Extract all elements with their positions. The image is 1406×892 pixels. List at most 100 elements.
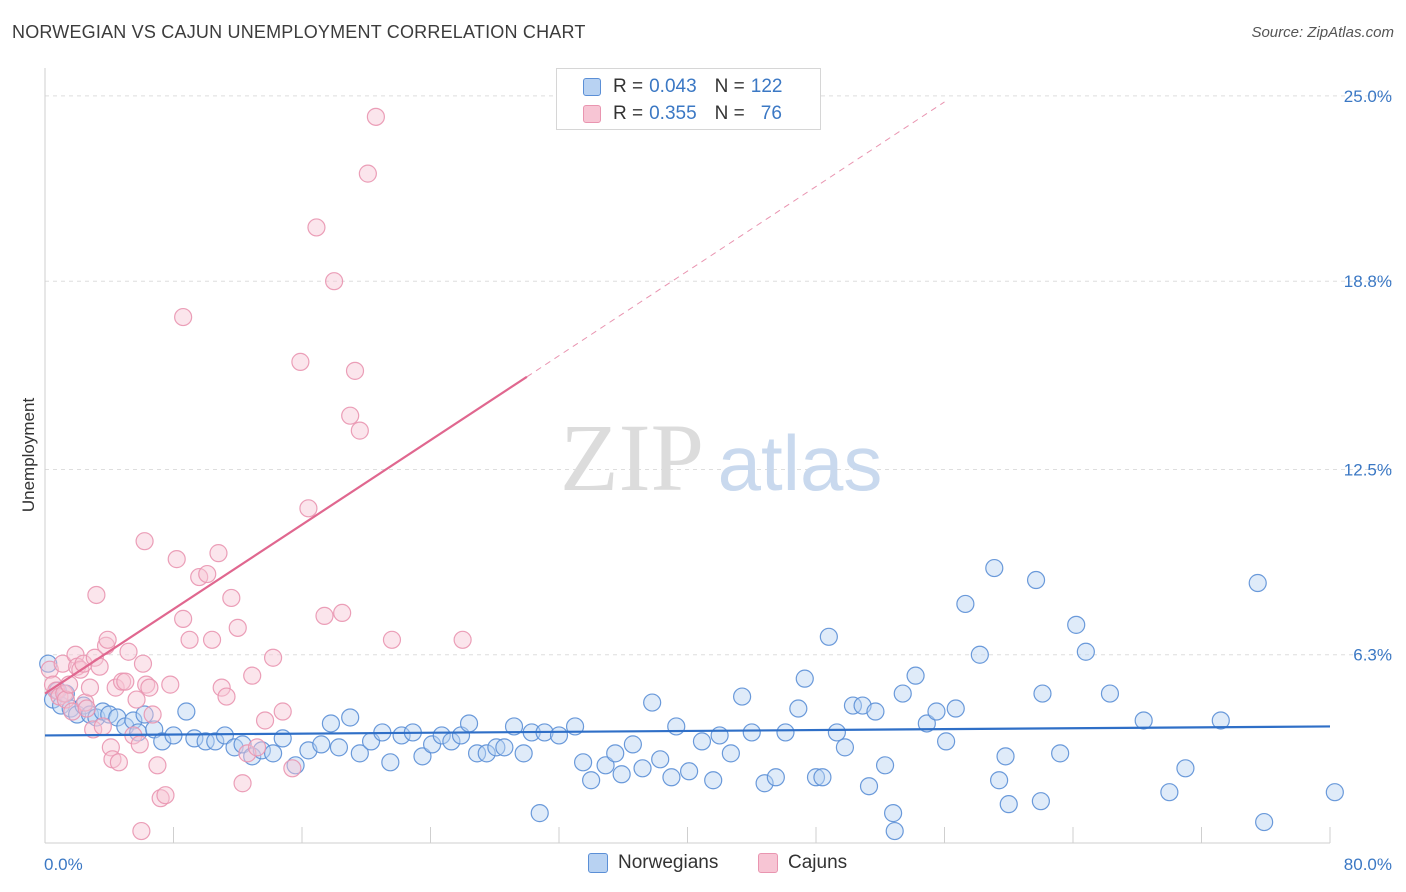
norwegian-point (970, 645, 989, 664)
legend-n-label: N = (714, 103, 745, 124)
norwegian-point (495, 738, 514, 757)
norwegian-point (74, 696, 93, 715)
x-tick-label-min: 0.0% (44, 855, 83, 874)
cajun-point (299, 499, 318, 518)
legend-item-norwegians[interactable]: Norwegians (588, 852, 718, 874)
cajun-point (151, 789, 170, 808)
cajun-point (238, 744, 257, 763)
source-label: Source: ZipAtlas.com (1251, 24, 1394, 41)
legend-row-norwegians: R = 0.043 N = 122 (583, 74, 782, 100)
norwegian-point (999, 795, 1018, 814)
norwegian-point (883, 804, 903, 823)
norwegian-point (263, 744, 283, 763)
chart-title: NORWEGIAN VS CAJUN UNEMPLOYMENT CORRELAT… (12, 22, 586, 42)
norwegian-point (196, 732, 215, 751)
norwegian-point (651, 750, 670, 769)
legend-item-cajuns[interactable]: Cajuns (758, 852, 847, 874)
legend-label-cajuns: Cajuns (788, 852, 848, 873)
norwegian-point (273, 729, 292, 748)
y-tick-label: 25.0% (1344, 87, 1392, 106)
cajun-point (143, 705, 162, 724)
norwegian-point (243, 747, 262, 766)
cajun-point (345, 361, 365, 380)
legend-n-value: 122 (750, 76, 783, 97)
cajun-point (358, 164, 377, 183)
norwegian-point (806, 768, 826, 787)
norwegian-point (1255, 812, 1274, 832)
norwegian-point (755, 774, 774, 793)
legend-r-label: R = (613, 103, 644, 124)
norwegian-point (710, 726, 729, 745)
norwegian-point (312, 735, 331, 754)
norwegian-point (39, 654, 58, 673)
cajun-point (243, 666, 262, 685)
norwegian-point (1176, 759, 1195, 778)
norwegian-point (1026, 570, 1046, 590)
norwegian-point (1160, 783, 1179, 802)
norwegian-point (721, 744, 740, 763)
legend-swatch-pink (583, 105, 601, 123)
norwegian-point (662, 768, 681, 787)
cajun-point (156, 786, 175, 805)
cajun-point (333, 603, 352, 623)
norwegian-point (206, 732, 225, 751)
norwegian-point (789, 699, 808, 718)
norwegian-point (530, 804, 549, 823)
legend-n-value: 76 (760, 103, 782, 124)
legend-label-norwegians: Norwegians (618, 852, 719, 873)
legend-r-value: 0.355 (649, 103, 697, 124)
cajun-point (130, 735, 149, 754)
norwegian-point (350, 744, 369, 763)
norwegian-point (742, 723, 761, 742)
legend-r-label: R = (613, 76, 644, 97)
norwegian-point (917, 714, 936, 733)
norwegian-point (1076, 642, 1095, 661)
norwegian-point (215, 726, 234, 745)
cajun-point (307, 218, 326, 237)
cajun-point (135, 532, 154, 551)
cajun-point (55, 684, 74, 703)
series-legend: Norwegians Cajuns (0, 852, 1406, 876)
norwegian-point (573, 753, 593, 772)
norwegian-point (1248, 573, 1267, 593)
cajun-point (255, 711, 275, 730)
y-tick-label: 18.8% (1344, 272, 1392, 291)
norwegian-point (612, 765, 631, 784)
norwegian-point (776, 723, 795, 742)
norwegian-point (843, 696, 863, 715)
norwegian-point (937, 732, 956, 751)
cajun-point (133, 654, 153, 673)
cajun-point (366, 107, 385, 126)
cajun-point (202, 630, 222, 649)
cajun-point (382, 630, 402, 649)
cajun-point (93, 717, 112, 736)
norwegian-point (606, 744, 625, 763)
norwegian-point (341, 708, 360, 727)
cajun-point (217, 687, 236, 706)
cajun-point (87, 585, 106, 605)
norwegian-point (477, 744, 496, 763)
cajun-point (325, 272, 344, 291)
norwegian-point (827, 723, 846, 742)
cajun-point (228, 618, 247, 637)
norwegian-point (1067, 615, 1086, 634)
watermark-atlas: atlas (718, 419, 883, 507)
norwegian-point (459, 714, 479, 733)
norwegian-point (1051, 744, 1070, 763)
cajun-point (63, 702, 82, 721)
cajun-point (198, 564, 217, 584)
norwegian-point (643, 693, 662, 712)
cajuns-trend-line (44, 375, 528, 695)
cajun-point (174, 609, 193, 628)
cajun-point (222, 588, 241, 608)
norwegian-point (596, 756, 615, 775)
cajun-point (453, 630, 472, 649)
cajun-point (315, 606, 334, 625)
y-tick-label: 6.3% (1353, 646, 1392, 665)
norwegian-point (813, 768, 832, 787)
cajun-point (174, 307, 193, 327)
norwegian-point (623, 735, 642, 754)
axes (44, 68, 1331, 844)
norwegian-point (704, 771, 723, 790)
norwegian-point (875, 756, 895, 775)
